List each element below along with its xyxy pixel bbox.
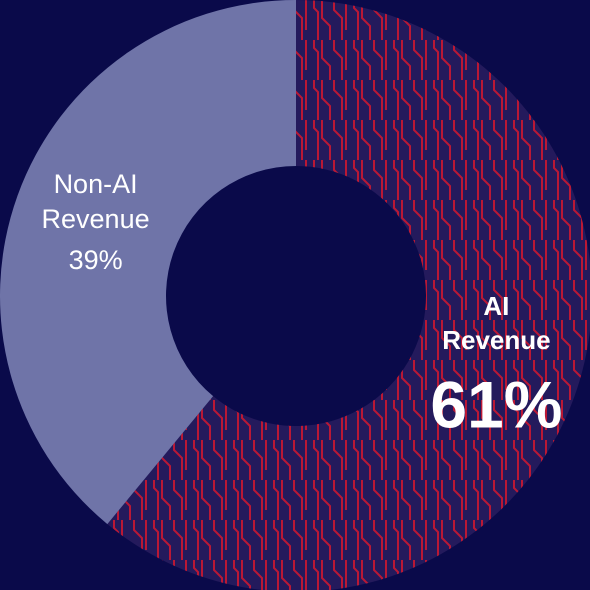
- labels: AI Revenue 61% Non-AI Revenue 39%: [42, 169, 563, 442]
- slice-texture: [107, 0, 590, 590]
- slice-name: Non-AI Revenue: [42, 169, 150, 234]
- slice-name: AI Revenue: [442, 291, 550, 355]
- slice-value-label: 39%: [69, 245, 123, 275]
- slice: [0, 0, 297, 525]
- slice-value-label: 61%: [430, 368, 562, 442]
